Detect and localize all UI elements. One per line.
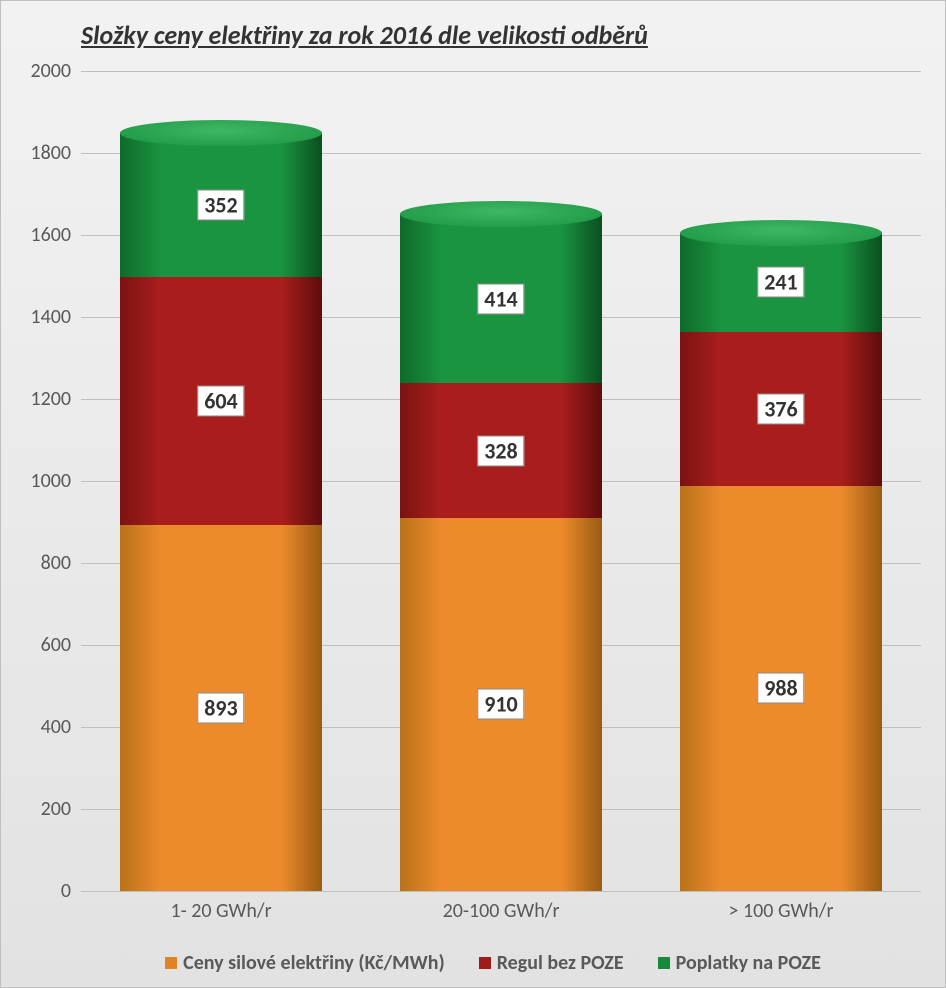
chart-container: Složky ceny elektřiny za rok 2016 dle ve… [1,1,945,987]
data-label: 241 [757,267,804,298]
data-label: 414 [477,283,524,314]
y-tick-label: 1200 [30,387,71,411]
legend-label: Poplatky na POZE [676,951,821,975]
x-tick-label: 20-100 GWh/r [443,899,560,923]
data-label: 988 [757,673,804,704]
chart-title: Složky ceny elektřiny za rok 2016 dle ve… [81,19,648,51]
data-label: 604 [197,386,244,417]
bar-segment: 893 [120,525,322,891]
bar-segment: 988 [680,486,882,891]
data-label: 376 [757,393,804,424]
legend-label: Regul bez POZE [497,951,624,975]
gridline [81,891,921,892]
data-label: 352 [197,190,244,221]
gridline [81,71,921,72]
bar-segment: 414 [400,214,602,384]
plot-area: 02004006008001000120014001600180020001- … [81,71,921,891]
bar-segment: 352 [120,133,322,277]
bar-segment: 328 [400,383,602,517]
y-tick-label: 600 [41,633,71,657]
x-tick-label: > 100 GWh/r [729,899,834,923]
y-tick-label: 400 [41,715,71,739]
bar-segment: 910 [400,518,602,891]
bar-segment: 604 [120,277,322,525]
bar-segment: 376 [680,332,882,486]
y-tick-label: 1000 [30,469,71,493]
data-label: 893 [197,692,244,723]
data-label: 910 [477,689,524,720]
y-tick-label: 0 [61,879,71,903]
legend: Ceny silové elektřiny (Kč/MWh) Regul bez … [61,951,925,975]
legend-swatch [165,957,177,969]
y-tick-label: 1800 [30,141,71,165]
legend-label: Ceny silové elektřiny (Kč/MWh) [183,951,445,975]
legend-item: Regul bez POZE [479,951,624,975]
bar-segment: 241 [680,233,882,332]
legend-item: Ceny silové elektřiny (Kč/MWh) [165,951,445,975]
y-tick-label: 1400 [30,305,71,329]
legend-swatch [658,957,670,969]
y-tick-label: 200 [41,797,71,821]
y-tick-label: 1600 [30,223,71,247]
legend-item: Poplatky na POZE [658,951,821,975]
data-label: 328 [477,435,524,466]
legend-swatch [479,957,491,969]
y-tick-label: 2000 [30,59,71,83]
y-tick-label: 800 [41,551,71,575]
x-tick-label: 1- 20 GWh/r [170,899,271,923]
